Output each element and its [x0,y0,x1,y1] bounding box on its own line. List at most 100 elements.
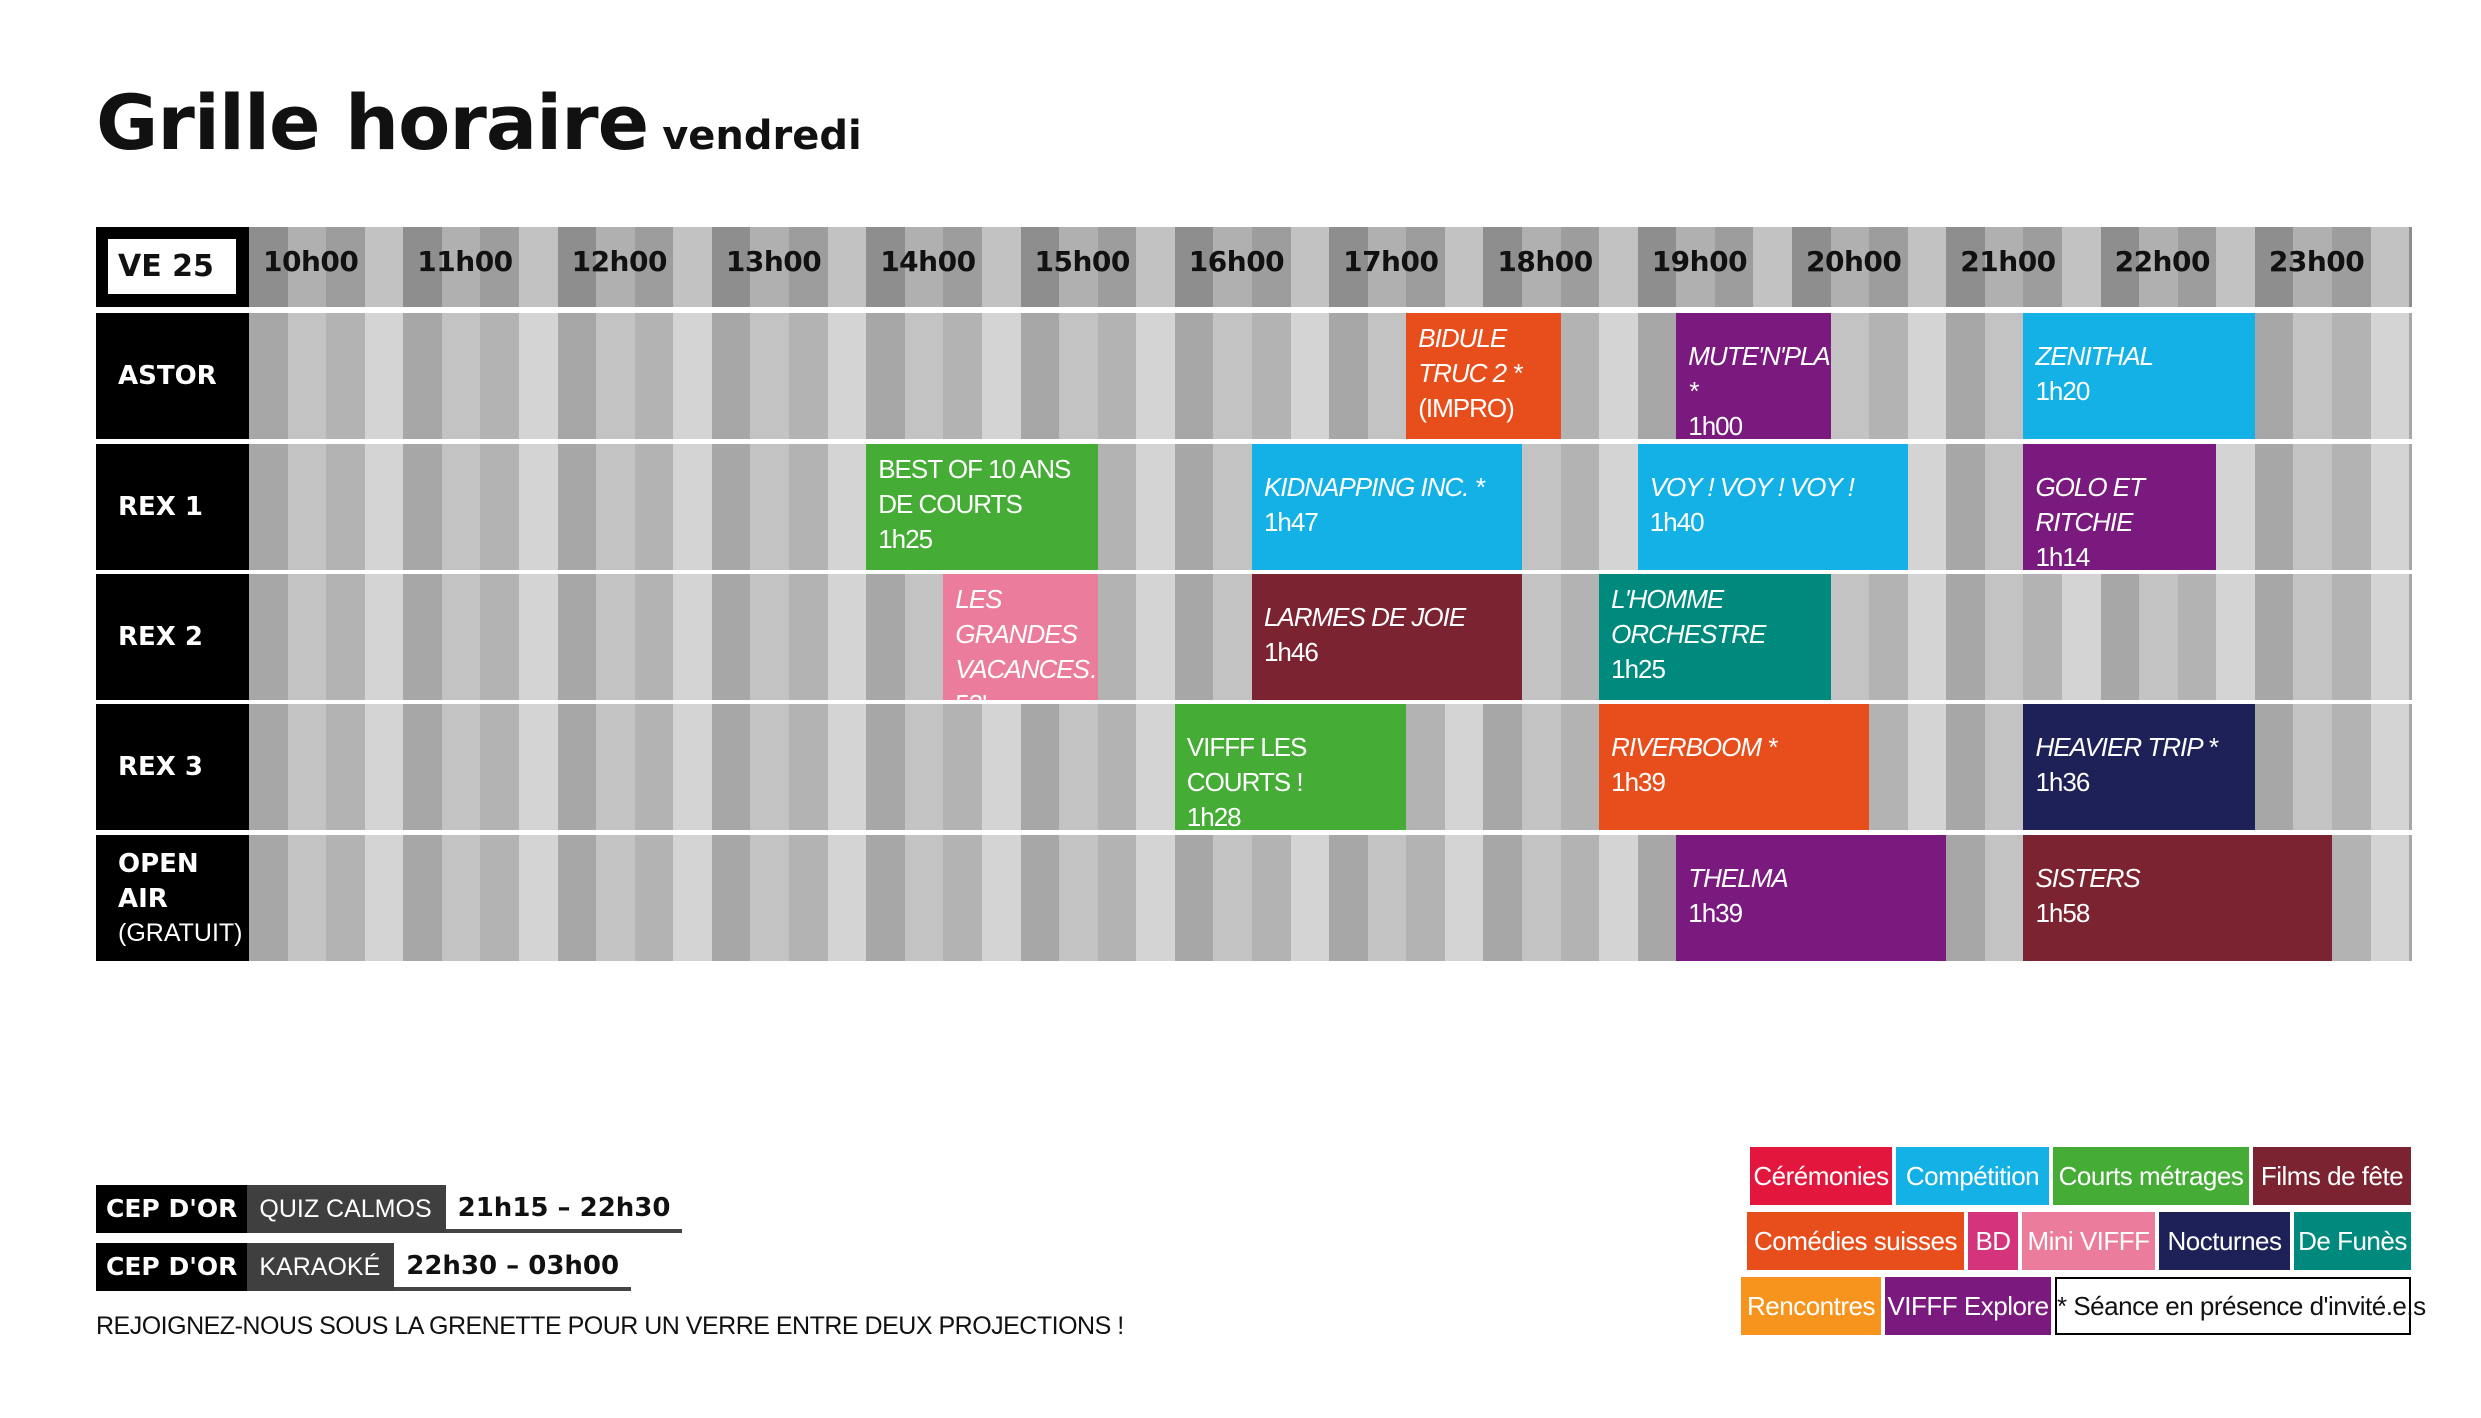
screening-title: BIDULE [1418,323,1507,353]
time-slot-cell [557,444,597,570]
screening-title: LARMES DE JOIE [1263,602,1466,632]
hour-header-cell [673,227,713,307]
time-slot-cell [750,313,790,439]
time-slot-cell [1907,444,1947,570]
time-slot-cell [2332,444,2372,570]
hour-label: 14h00 [880,245,976,278]
time-slot-cell [2293,313,2333,439]
legend-item: Rencontres [1741,1277,1881,1335]
time-slot-cell [866,835,906,961]
hour-header-cell [1059,227,1099,307]
time-slot-cell [480,835,520,961]
time-slot-cell [981,835,1022,961]
time-slot-cell [1907,574,1947,700]
time-slot-cell [519,444,559,570]
time-slot-cell [1097,704,1137,830]
time-slot-cell [673,574,713,700]
time-slot-cell [364,835,404,961]
time-slot-cell [1136,444,1176,570]
venue-label: ASTOR [96,313,249,439]
day-label: VE 25 [108,239,236,294]
time-slot-cell [596,313,636,439]
hour-header-cell [1637,227,1677,307]
time-slot-cell [249,444,289,570]
hour-label: 10h00 [263,245,359,278]
time-slot-cell [326,835,366,961]
time-slot-cell [943,835,983,961]
screening-title: THELMA [1688,863,1788,893]
screening-title: RIVERBOOM * [1611,732,1777,762]
hour-header-cell [1367,227,1407,307]
hour-header-cell [1136,227,1176,307]
hour-header-cell [2370,227,2410,307]
hour-label: 15h00 [1034,245,1131,278]
screening-block[interactable]: HEAVIER TRIP * 1h36 [2023,704,2255,830]
hour-header-cell [711,227,752,307]
time-slot-cell [249,574,289,700]
screening-block[interactable]: SISTERS 1h58 [2023,835,2333,961]
time-slot-cell [1097,313,1137,439]
screening-block[interactable]: GOLO ET RITCHIE 1h14 [2023,444,2217,570]
screening-block[interactable]: VOY ! VOY ! VOY ! 1h40 [1637,444,1908,570]
time-slot-cell [866,574,906,700]
time-slot-cell [480,574,520,700]
time-slot-cell [827,313,867,439]
venue-name: ASTOR [118,360,217,391]
time-slot-cell [634,574,674,700]
time-slot-cell [2062,574,2102,700]
hour-label: 20h00 [1806,245,1902,278]
screening-block[interactable]: LARMES DE JOIE 1h46 [1251,574,1522,700]
time-slot-cell [287,574,327,700]
venue-label: REX 2 [96,574,249,700]
time-slot-cell [1020,835,1060,961]
time-slot-cell [1136,313,1176,439]
time-slot-cell [364,704,404,830]
screening-block[interactable]: THELMA 1h39 [1676,835,1947,961]
screening-block[interactable]: VIFFF LES COURTS ! 1h28 [1174,704,1407,830]
time-slot-cell [1367,835,1407,961]
hour-header-cell [1174,227,1214,307]
venue-label: REX 3 [96,704,249,830]
hour-header-cell [789,227,829,307]
cep-row-quiz: CEP D'OR QUIZ CALMOS 21h15 – 22h30 [96,1185,683,1233]
hour-header-cell [634,227,674,307]
venue-name: AIR [118,884,168,914]
screening-block[interactable]: BEST OF 10 ANS DE COURTS 1h25 [866,444,1098,570]
time-slot-cell [1290,835,1330,961]
hour-label: 13h00 [725,245,822,278]
time-slot-cell [2216,574,2256,700]
time-slot-cell [287,444,327,570]
time-slot-cell [1830,313,1870,439]
time-slot-cell [789,444,829,570]
time-slot-cell [789,835,829,961]
time-slot-cell [1213,574,1253,700]
time-slot-cell [1483,835,1523,961]
time-slot-cell [1367,313,1407,439]
time-slot-cell [1290,313,1330,439]
time-slot-cell [480,444,520,570]
time-slot-cell [2332,313,2372,439]
hour-label: 21h00 [1960,245,2056,278]
venue-name: REX 1 [118,491,203,522]
time-slot-cell [2332,835,2372,961]
screening-block[interactable]: ZENITHAL 1h20 [2023,313,2255,439]
time-slot-cell [2332,704,2372,830]
screening-block[interactable]: LES GRANDES VACANCES… 53' [943,574,1098,700]
time-slot-cell [711,574,752,700]
time-slot-cell [1213,835,1253,961]
screening-block[interactable]: L'HOMME ORCHESTRE 1h25 [1599,574,1831,700]
time-slot-cell [249,313,289,439]
screening-block[interactable]: BIDULE TRUC 2 * (IMPRO) [1406,313,1561,439]
time-slot-cell [441,574,482,700]
legend-item: Cérémonies [1750,1147,1892,1205]
screening-block[interactable]: RIVERBOOM * 1h39 [1599,704,1870,830]
time-slot-cell [673,704,713,830]
screening-block[interactable]: MUTE'N'PLAY * 1h00 [1676,313,1831,439]
time-slot-cell [827,835,867,961]
hour-header-cell [1406,227,1446,307]
hour-header-cell [1560,227,1600,307]
screening-block[interactable]: KIDNAPPING INC. * 1h47 [1251,444,1522,570]
time-slot-cell [596,835,636,961]
time-slot-cell [904,835,944,961]
screening-title: TRUC 2 * [1418,358,1522,388]
